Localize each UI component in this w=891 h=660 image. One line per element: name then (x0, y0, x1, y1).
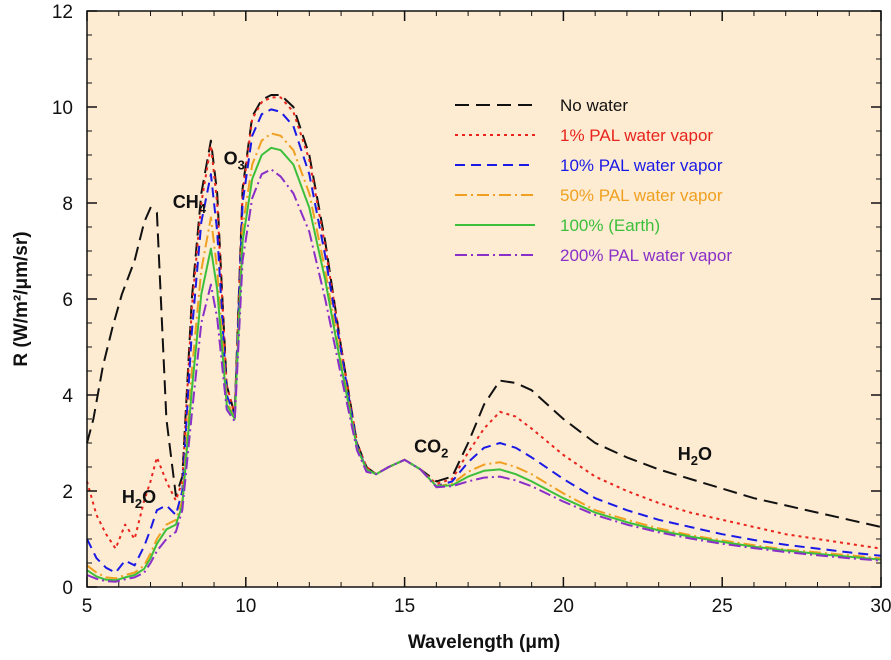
y-tick-label: 12 (52, 2, 73, 23)
annotation-label: H2O (122, 487, 156, 511)
series-line-5 (86, 168, 882, 583)
y-tick-label: 8 (62, 194, 73, 215)
annotation-layer: H2O CH4 O3 CO2 H2O (122, 149, 712, 511)
annotation-label: O3 (224, 149, 245, 173)
tick-layer: 5 10 15 20 25 30 0 2 4 6 8 10 12 (52, 2, 891, 617)
legend-label-4: 100% (Earth) (560, 216, 660, 235)
series-layer (86, 94, 882, 583)
plot-background (87, 11, 881, 587)
x-tick-label: 10 (235, 596, 256, 617)
series-line-4 (86, 146, 882, 582)
legend-label-3: 50% PAL water vapor (560, 186, 723, 205)
y-tick-label: 4 (62, 386, 73, 407)
legend-label-1: 1% PAL water vapor (560, 126, 713, 145)
annotation-label: CO2 (414, 437, 448, 461)
legend-label-0: No water (560, 96, 628, 115)
annotation-label: CH4 (173, 192, 207, 216)
y-tick-label: 2 (62, 482, 73, 503)
x-tick-label: 20 (553, 596, 574, 617)
x-tick-label: 15 (394, 596, 415, 617)
series-line-2 (86, 108, 882, 574)
legend: No water 1% PAL water vapor 10% PAL water … (455, 96, 732, 265)
legend-label-5: 200% PAL water vapor (560, 246, 732, 265)
x-axis-title: Wavelength (μm) (408, 632, 560, 653)
x-tick-label: 30 (870, 596, 891, 617)
y-tick-label: 6 (62, 290, 73, 311)
annotation-label: H2O (678, 444, 712, 468)
legend-label-2: 10% PAL water vapor (560, 156, 723, 175)
y-tick-label: 0 (62, 578, 73, 599)
x-tick-label: 5 (82, 596, 93, 617)
y-tick-label: 10 (52, 98, 73, 119)
series-line-3 (86, 132, 882, 580)
y-axis-title: R (W/m²/μm/sr) (11, 231, 32, 366)
x-tick-label: 25 (712, 596, 733, 617)
